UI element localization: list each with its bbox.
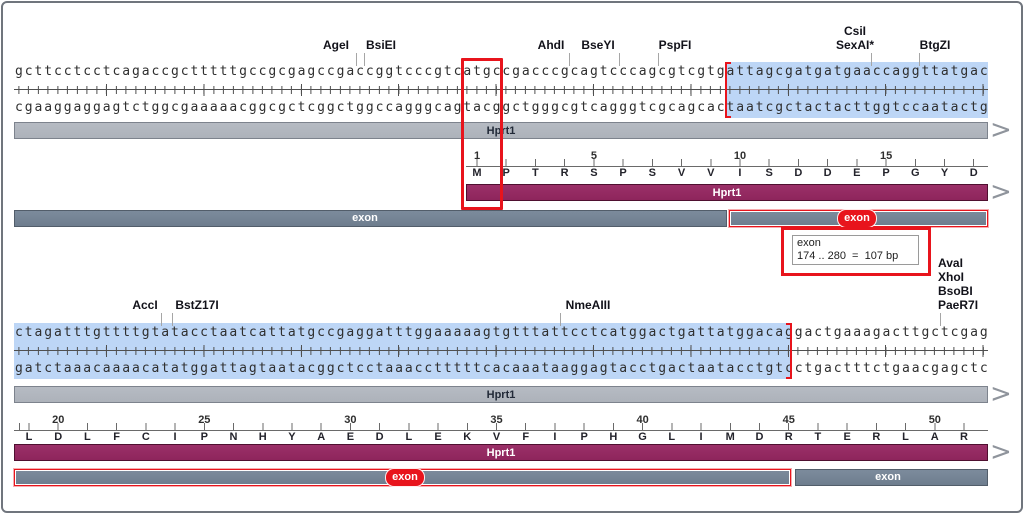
exon-tooltip-inner: exon 174 .. 280 = 107 bp bbox=[792, 235, 919, 265]
enzyme-cut-tick bbox=[356, 53, 357, 66]
gene-track-hprt1[interactable]: Hprt1 bbox=[14, 386, 988, 403]
exon-label: exon bbox=[352, 212, 378, 224]
enzyme-label-bseyi[interactable]: BseYI bbox=[581, 38, 615, 52]
translation-number: 20 bbox=[52, 414, 65, 426]
enzyme-label-ahdi[interactable]: AhdI bbox=[537, 38, 565, 52]
exon-track[interactable]: exon bbox=[795, 469, 988, 486]
enzyme-label-pspfi[interactable]: PspFI bbox=[658, 38, 692, 52]
exon-tooltip: exon 174 .. 280 = 107 bp bbox=[781, 227, 931, 276]
translation-number: 35 bbox=[490, 414, 503, 426]
exon-badge[interactable]: exon bbox=[385, 468, 425, 487]
continuation-chevron-gene: > bbox=[990, 115, 1012, 145]
translation-number: 45 bbox=[782, 414, 795, 426]
tooltip-range: 174 .. 280 = 107 bp bbox=[797, 250, 899, 262]
enzyme-cut-tick bbox=[569, 53, 570, 66]
exon-track[interactable]: exon bbox=[14, 210, 727, 227]
translation-ruler bbox=[14, 423, 988, 431]
enzyme-cut-tick bbox=[619, 53, 620, 66]
cds-track-hprt1[interactable]: Hprt1 bbox=[466, 184, 988, 201]
enzyme-label-paer7i[interactable]: AvaI XhoI BsoBI PaeR7I bbox=[938, 256, 979, 312]
enzyme-label-nmeaiii[interactable]: NmeAIII bbox=[565, 298, 611, 312]
translation-number: 10 bbox=[733, 150, 747, 162]
enzyme-cut-tick bbox=[871, 53, 872, 66]
enzyme-label-acci[interactable]: AccI bbox=[132, 298, 158, 312]
gene-label: Hprt1 bbox=[486, 388, 516, 401]
translation-number: 40 bbox=[636, 414, 649, 426]
selection-bracket bbox=[725, 62, 731, 118]
translation-number: 25 bbox=[198, 414, 211, 426]
enzyme-label-bstz17i[interactable]: BstZ17I bbox=[175, 298, 219, 312]
enzyme-label-sexai[interactable]: CsiI SexAI* bbox=[835, 24, 875, 52]
enzyme-label-bsiei[interactable]: BsiEI bbox=[365, 38, 396, 52]
enzyme-label-agei[interactable]: AgeI bbox=[322, 38, 349, 52]
cds-track-hprt1[interactable]: Hprt1 bbox=[14, 444, 988, 461]
translation-number: 30 bbox=[344, 414, 357, 426]
continuation-chevron-cds: > bbox=[990, 177, 1012, 207]
selection-box bbox=[461, 58, 503, 210]
enzyme-cut-tick bbox=[940, 313, 941, 326]
translation-ruler bbox=[466, 159, 988, 167]
enzyme-cut-tick bbox=[172, 313, 173, 326]
top-strand[interactable]: ctagatttgttttgtatacctaatcattatgccgaggatt… bbox=[15, 325, 990, 340]
exon-badge[interactable]: exon bbox=[837, 209, 877, 228]
cds-label: Hprt1 bbox=[486, 446, 516, 459]
selection-bracket bbox=[786, 323, 792, 379]
translation-number: 1 bbox=[473, 150, 481, 162]
continuation-chevron-gene: > bbox=[990, 379, 1012, 409]
continuation-chevron-cds: > bbox=[990, 437, 1012, 467]
sequence-ruler bbox=[14, 345, 988, 357]
translation-number: 15 bbox=[879, 150, 893, 162]
enzyme-cut-tick bbox=[161, 313, 162, 326]
translation-number: 50 bbox=[928, 414, 941, 426]
enzyme-cut-tick bbox=[364, 53, 365, 66]
enzyme-cut-tick bbox=[560, 313, 561, 326]
bottom-strand[interactable]: gatctaaacaaaacatatggattagtaatacggctcctaa… bbox=[15, 361, 990, 376]
tooltip-feature-name: exon bbox=[797, 237, 821, 249]
exon-label: exon bbox=[875, 471, 901, 483]
enzyme-label-btgzi[interactable]: BtgZI bbox=[919, 38, 951, 52]
enzyme-cut-tick bbox=[919, 53, 920, 66]
enzyme-cut-tick bbox=[658, 53, 659, 66]
cds-label: Hprt1 bbox=[712, 186, 742, 199]
translation-number: 5 bbox=[590, 150, 597, 162]
